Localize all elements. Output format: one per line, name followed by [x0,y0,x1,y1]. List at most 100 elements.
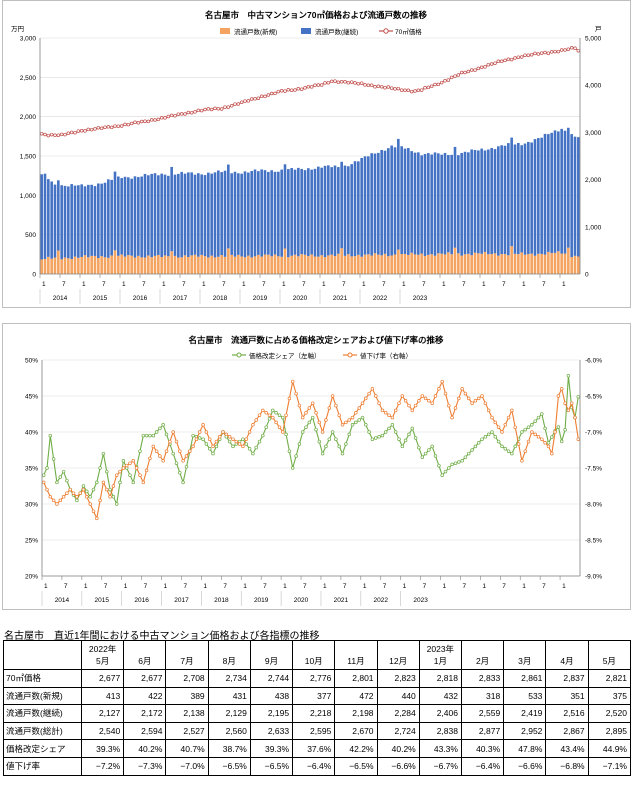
column-header: 5月 [587,640,632,670]
share-point [58,475,63,479]
legend-swatch [301,28,311,34]
share-point [101,451,106,456]
bar-continuing [507,143,510,256]
rate-point [101,480,106,485]
price-point [229,104,234,108]
legend-label: 70㎡価格 [395,27,422,36]
bar-new [407,254,410,274]
indicator-table: 2022年 5月 6月 7月 8月 9月 10月 11月 12月 2023年 1月 2… [3,640,632,776]
price-point [269,91,274,96]
rate-point [224,432,229,437]
share-point [443,469,448,474]
share-point [377,435,381,439]
price-point [59,132,64,137]
column-month: 9月 [264,656,279,666]
x-month-label: 1 [124,583,128,590]
share-point [98,466,102,470]
bar-continuing [513,144,517,254]
row-label: 流通戸数(総計) [3,721,82,741]
price-point [546,51,551,55]
price-point [496,59,501,64]
price-point [309,85,314,89]
bar-continuing [303,170,307,255]
rate-point [447,403,451,408]
bar-continuing [290,167,293,256]
x-year-label: 2023 [413,295,428,302]
rate-point [387,413,391,417]
column-year [127,644,162,655]
bar-new [67,258,70,274]
bar-continuing [527,141,530,255]
rate-point [128,461,132,465]
bar-new [397,249,400,274]
x-month-label: 1 [164,583,168,590]
x-month-label: 7 [422,281,426,288]
price-point [39,131,44,136]
price-point [109,125,114,130]
table-cell: 2,284 [376,704,420,723]
bar-continuing [123,176,127,257]
bar-new [453,247,457,274]
rate-point [254,418,258,422]
rate-point [231,437,235,441]
x-month-label: 1 [323,583,327,590]
price-point [519,55,524,59]
bar-continuing [247,172,250,256]
bar-new [283,248,287,274]
rate-point [234,439,239,444]
bar-continuing [550,132,553,254]
rate-point [277,425,282,429]
rate-point [354,411,358,415]
price-point [299,87,304,91]
share-point [437,463,441,468]
rate-point [500,430,504,434]
table-cell: 40.7% [165,739,209,758]
table-cell: 2,744 [249,669,294,688]
table-cell: 2,419 [503,704,547,723]
rate-point [55,502,59,506]
bar-continuing [83,186,87,256]
share-point [390,423,395,427]
table-cell: 2,129 [207,704,251,723]
bar-new [167,256,170,274]
bar-continuing [197,173,200,257]
price-point [246,99,251,103]
price-point [73,130,77,135]
share-point [536,415,541,420]
table-cell: 318 [460,686,505,706]
rate-point [75,495,79,499]
share-point [184,465,189,469]
share-point [566,374,571,378]
share-point [357,418,361,422]
table-cell: −6.4% [292,756,336,776]
share-point [91,487,96,492]
table-cell: 2,801 [334,669,378,688]
bar-continuing [483,150,487,252]
bar-new [570,257,573,274]
rate-point [251,423,255,427]
bar-continuing [193,174,197,255]
table-cell: 44.9% [587,739,632,758]
y-right-tick: -6.5% [585,394,602,401]
rate-point [244,437,248,441]
bar-new [440,253,443,274]
x-month-label: 7 [183,583,187,590]
column-header: 2022年 5月 [80,640,125,670]
share-point [350,423,355,427]
price-point [243,99,247,103]
bar-continuing [157,175,160,255]
price-point [266,93,271,97]
rate-point [433,394,438,398]
price-point [289,88,294,92]
share-point [347,432,351,437]
price-point [223,105,227,109]
bar-continuing [463,151,467,255]
share-point [207,447,212,451]
x-month-label: 1 [403,583,407,590]
rate-point [65,491,69,495]
price-point [413,89,417,93]
rate-point [111,484,116,488]
bar-new [50,258,53,274]
bar-continuing [390,145,393,256]
